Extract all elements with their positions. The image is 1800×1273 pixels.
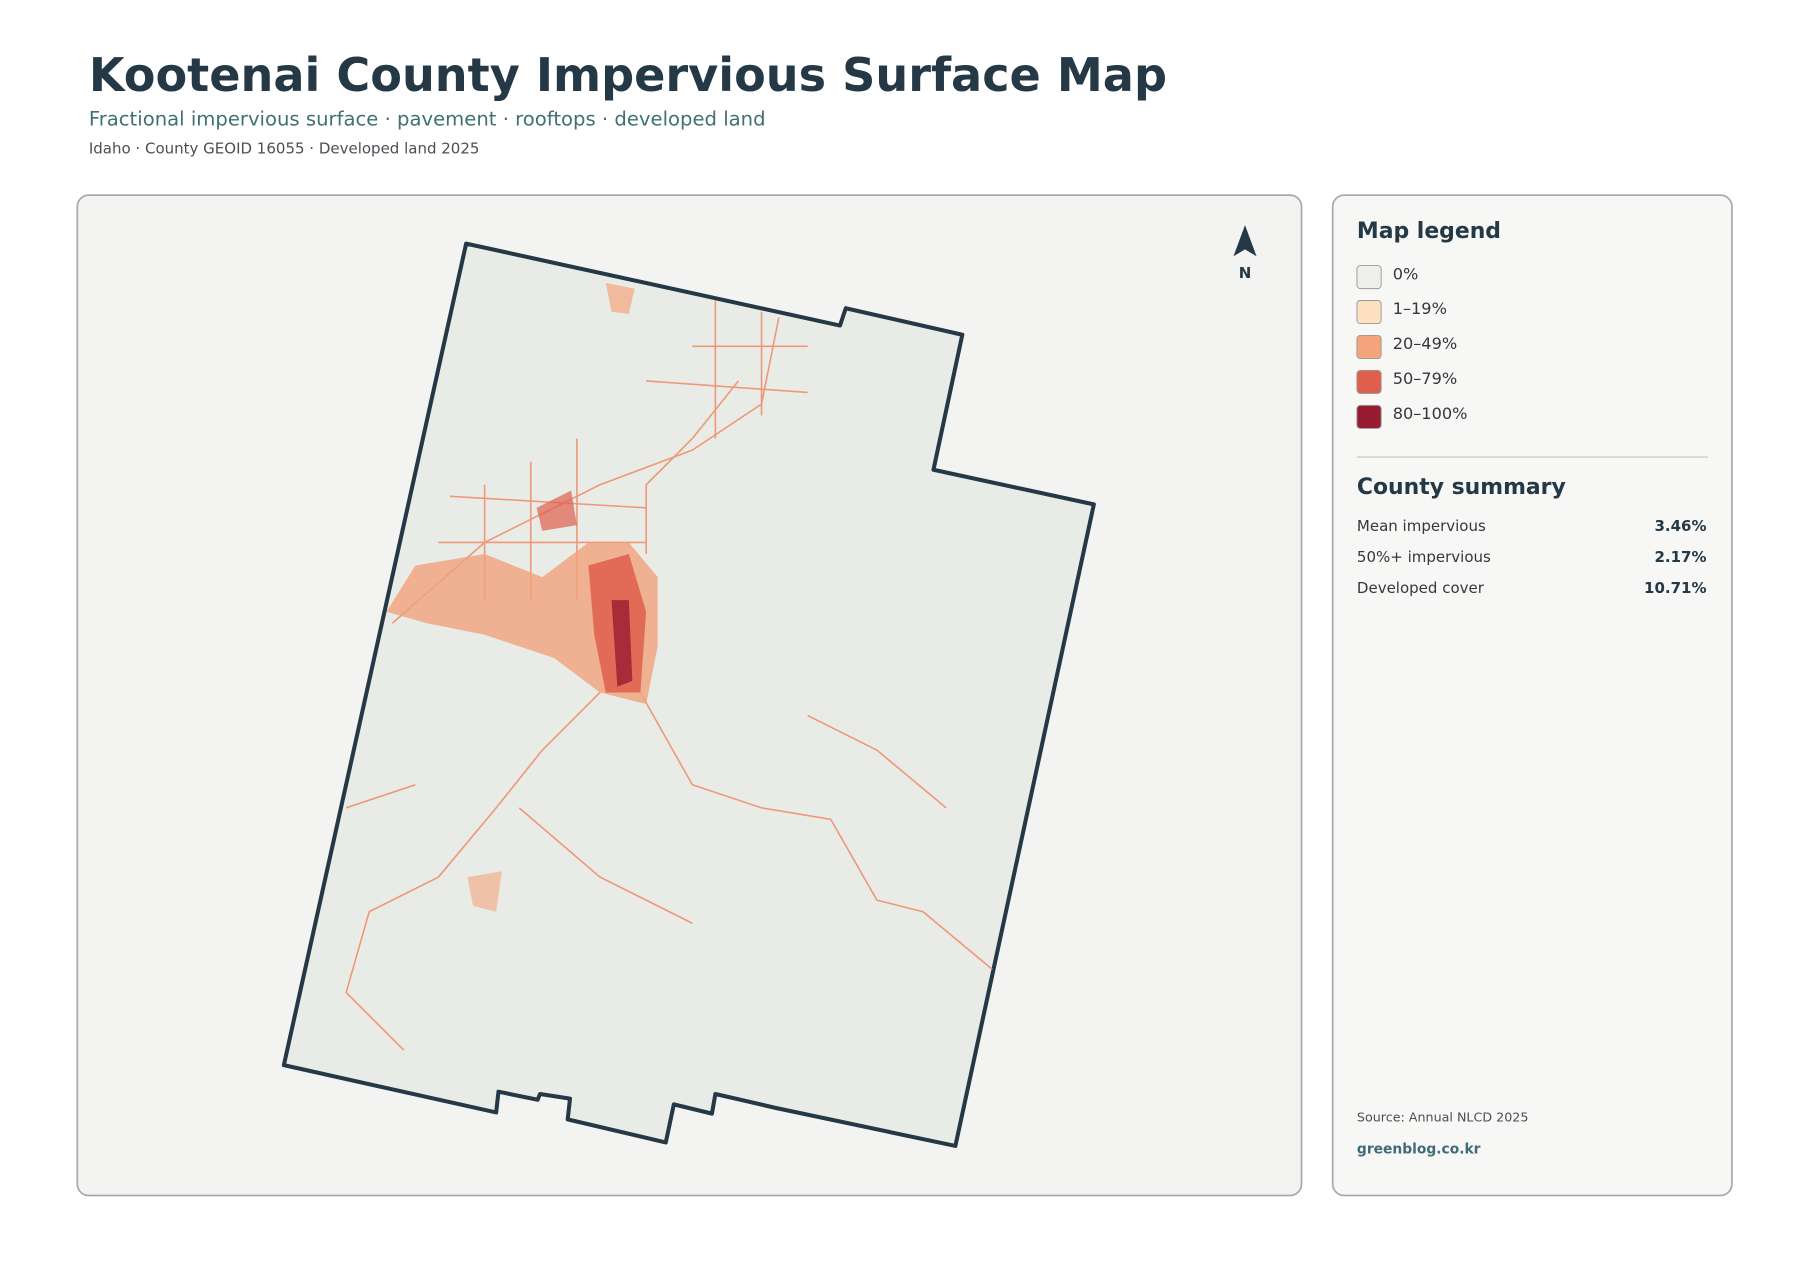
north-label: N — [1239, 264, 1252, 282]
roads — [345, 300, 993, 1051]
subtitle: Fractional impervious surface · pavement… — [89, 108, 766, 131]
legend-label: 20–49% — [1393, 334, 1457, 353]
county-boundary — [281, 241, 1096, 1148]
legend-label: 50–79% — [1393, 369, 1457, 388]
legend-panel — [1331, 194, 1733, 1197]
summary-value: 10.71% — [1644, 579, 1706, 597]
legend-swatch — [1356, 335, 1382, 360]
urban-area — [386, 282, 658, 912]
site: greenblog.co.kr — [1357, 1141, 1481, 1157]
legend-label: 0% — [1393, 264, 1419, 283]
meta: Idaho · County GEOID 16055 · Developed l… — [89, 140, 480, 158]
legend-items: 0% 1–19% 20–49% 50–79% 80–100% — [1356, 264, 1468, 429]
summary-value: 2.17% — [1654, 548, 1706, 566]
summary-label: Mean impervious — [1357, 517, 1486, 535]
legend-swatch — [1356, 265, 1382, 290]
legend-label: 1–19% — [1393, 299, 1447, 318]
legend-swatch — [1356, 369, 1382, 394]
county-map — [281, 241, 1096, 1148]
summary-label: Developed cover — [1357, 579, 1485, 597]
north-arrow — [1233, 225, 1257, 257]
legend-swatch — [1356, 404, 1382, 429]
summary-rows: Mean impervious 3.46% 50%+ impervious 2.17%… — [1357, 517, 1707, 597]
title: Kootenai County Impervious Surface Map — [89, 48, 1167, 102]
legend-label: 80–100% — [1393, 404, 1468, 423]
summary-label: 50%+ impervious — [1357, 548, 1491, 566]
source: Source: Annual NLCD 2025 — [1357, 1110, 1529, 1125]
legend-title: Map legend — [1357, 219, 1501, 244]
summary-title: County summary — [1357, 475, 1566, 500]
legend-swatch — [1356, 300, 1382, 325]
summary-value: 3.46% — [1654, 517, 1706, 535]
